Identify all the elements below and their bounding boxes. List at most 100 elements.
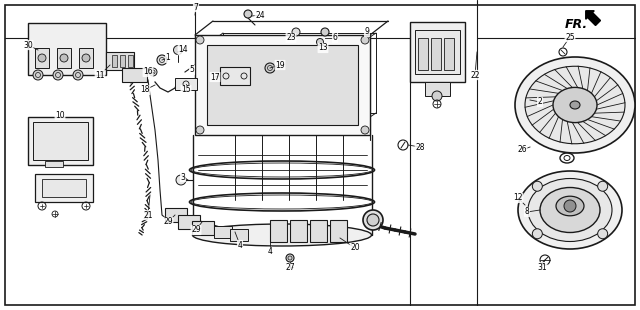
Circle shape bbox=[149, 68, 157, 76]
Bar bbox=[28, 117, 93, 165]
Text: 16: 16 bbox=[143, 68, 153, 77]
Text: 13: 13 bbox=[318, 43, 328, 52]
Circle shape bbox=[361, 36, 369, 44]
Text: 1: 1 bbox=[166, 54, 170, 63]
Bar bbox=[79, 48, 93, 68]
Circle shape bbox=[278, 224, 286, 232]
Text: 10: 10 bbox=[55, 110, 65, 119]
Text: 8: 8 bbox=[525, 207, 529, 216]
Text: 18: 18 bbox=[140, 86, 150, 95]
Bar bbox=[192, 221, 214, 235]
Text: 6: 6 bbox=[333, 33, 337, 42]
Circle shape bbox=[196, 126, 204, 134]
Text: 17: 17 bbox=[210, 73, 220, 82]
Text: 21: 21 bbox=[143, 210, 153, 219]
Text: 4: 4 bbox=[237, 241, 243, 250]
Circle shape bbox=[265, 63, 275, 73]
Ellipse shape bbox=[525, 66, 625, 144]
Bar bbox=[128, 55, 133, 67]
Bar bbox=[57, 48, 71, 68]
Text: 15: 15 bbox=[181, 86, 191, 95]
Circle shape bbox=[286, 254, 294, 262]
Ellipse shape bbox=[515, 57, 635, 153]
Circle shape bbox=[292, 28, 300, 36]
Circle shape bbox=[532, 181, 542, 191]
Bar bbox=[28, 23, 106, 75]
Bar bbox=[230, 229, 248, 241]
Bar bbox=[270, 220, 287, 242]
Text: 5: 5 bbox=[189, 65, 195, 74]
Text: 19: 19 bbox=[275, 60, 285, 69]
Bar bbox=[418, 38, 428, 70]
Bar bbox=[106, 52, 134, 70]
Bar bbox=[207, 45, 358, 125]
Circle shape bbox=[564, 200, 576, 212]
Circle shape bbox=[176, 175, 186, 185]
Text: 28: 28 bbox=[415, 143, 425, 152]
Text: 20: 20 bbox=[350, 243, 360, 253]
Text: 11: 11 bbox=[95, 70, 105, 79]
Bar bbox=[165, 208, 187, 222]
Circle shape bbox=[598, 229, 607, 239]
Circle shape bbox=[38, 54, 46, 62]
Circle shape bbox=[33, 70, 43, 80]
Circle shape bbox=[598, 181, 607, 191]
Text: 2: 2 bbox=[538, 98, 542, 107]
Bar bbox=[410, 22, 465, 82]
Text: 29: 29 bbox=[191, 225, 201, 234]
Bar bbox=[290, 220, 307, 242]
Bar bbox=[425, 82, 450, 96]
Ellipse shape bbox=[193, 224, 371, 246]
Bar bbox=[112, 55, 117, 67]
Bar bbox=[33, 122, 88, 160]
Circle shape bbox=[60, 54, 68, 62]
Text: 27: 27 bbox=[285, 264, 295, 272]
Text: 9: 9 bbox=[365, 28, 369, 37]
Circle shape bbox=[82, 54, 90, 62]
Circle shape bbox=[361, 126, 369, 134]
Circle shape bbox=[432, 91, 442, 101]
Text: 31: 31 bbox=[537, 263, 547, 272]
Circle shape bbox=[321, 28, 329, 36]
Circle shape bbox=[73, 70, 83, 80]
Bar bbox=[195, 35, 370, 135]
Circle shape bbox=[317, 38, 323, 46]
Text: 7: 7 bbox=[193, 2, 198, 11]
Bar bbox=[35, 174, 93, 202]
Bar bbox=[431, 38, 441, 70]
Text: 4: 4 bbox=[268, 247, 273, 256]
Circle shape bbox=[196, 36, 204, 44]
Bar bbox=[122, 68, 147, 82]
Text: 25: 25 bbox=[565, 33, 575, 42]
Bar bbox=[220, 67, 250, 85]
Circle shape bbox=[157, 55, 167, 65]
Circle shape bbox=[363, 210, 383, 230]
Text: FR.: FR. bbox=[565, 19, 588, 32]
Bar bbox=[35, 48, 49, 68]
Text: 12: 12 bbox=[513, 193, 523, 202]
Bar bbox=[444, 38, 454, 70]
Ellipse shape bbox=[540, 188, 600, 232]
Bar bbox=[415, 30, 460, 74]
Bar bbox=[178, 215, 200, 229]
Ellipse shape bbox=[556, 196, 584, 216]
Circle shape bbox=[367, 214, 379, 226]
Circle shape bbox=[53, 70, 63, 80]
Bar bbox=[42, 179, 86, 197]
FancyArrow shape bbox=[586, 11, 600, 25]
Circle shape bbox=[173, 46, 182, 55]
Bar bbox=[310, 220, 327, 242]
Text: 29: 29 bbox=[163, 218, 173, 227]
Circle shape bbox=[244, 10, 252, 18]
Text: 3: 3 bbox=[180, 172, 186, 181]
Ellipse shape bbox=[553, 87, 597, 122]
Bar bbox=[214, 226, 232, 238]
Text: 22: 22 bbox=[470, 70, 480, 79]
Text: 26: 26 bbox=[517, 145, 527, 154]
Text: 30: 30 bbox=[23, 41, 33, 50]
Bar bbox=[120, 55, 125, 67]
Bar bbox=[175, 78, 197, 90]
Bar bbox=[45, 161, 63, 167]
Circle shape bbox=[532, 229, 542, 239]
Ellipse shape bbox=[518, 171, 622, 249]
